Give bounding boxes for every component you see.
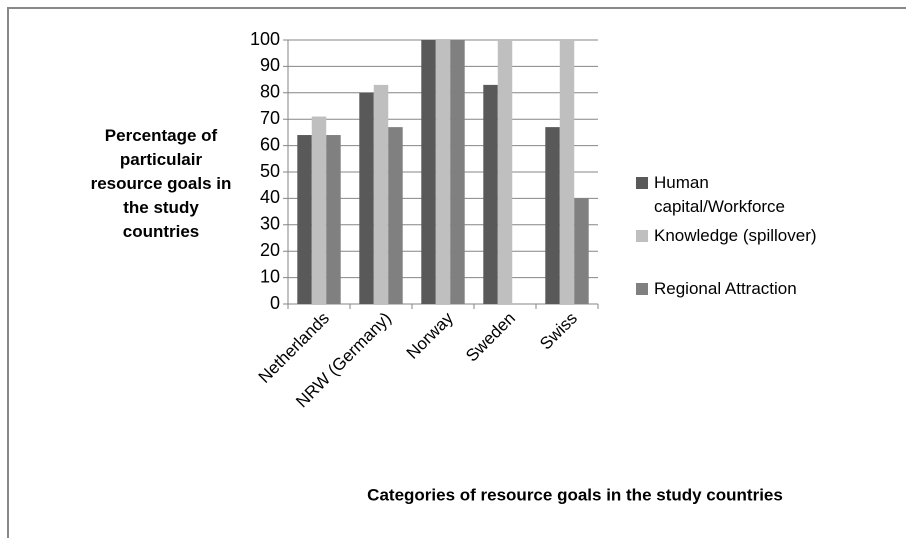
legend-swatch — [636, 177, 648, 189]
y-tick-label: 0 — [270, 293, 280, 313]
y-tick-label: 40 — [260, 187, 280, 207]
bar — [421, 40, 436, 304]
bar — [359, 92, 374, 304]
bar — [373, 84, 389, 304]
y-tick-label: 100 — [250, 29, 280, 49]
x-tick-label: Norway — [403, 308, 458, 363]
bar — [435, 40, 451, 304]
bar — [297, 135, 312, 304]
y-axis-title: Percentage of particulair resource goals… — [90, 126, 232, 241]
bar — [326, 135, 341, 304]
y-tick-label: 20 — [260, 240, 280, 260]
legend-label: Human capital/Workforce — [654, 173, 786, 216]
x-tick-label: Swiss — [536, 309, 581, 354]
bar — [311, 116, 327, 304]
y-tick-label: 30 — [260, 214, 280, 234]
bar — [388, 127, 403, 305]
legend-swatch — [636, 230, 648, 242]
x-tick-label: Sweden — [462, 309, 519, 366]
bar — [450, 40, 465, 304]
bar — [574, 198, 589, 304]
border — [7, 7, 906, 538]
legend-swatch — [636, 283, 648, 295]
y-tick-label: 80 — [260, 82, 280, 102]
bar — [497, 40, 513, 304]
bar — [545, 127, 560, 305]
y-tick-label: 90 — [260, 55, 280, 75]
x-axis-title: Categories of resource goals in the stud… — [367, 485, 783, 504]
bar — [559, 40, 575, 304]
y-tick-label: 50 — [260, 161, 280, 181]
y-tick-label: 70 — [260, 108, 280, 128]
y-tick-label: 60 — [260, 134, 280, 154]
bar — [483, 84, 498, 304]
y-tick-label: 10 — [260, 266, 280, 286]
legend-label: Knowledge (spillover) — [654, 226, 817, 245]
legend-label: Regional Attraction — [654, 279, 797, 298]
